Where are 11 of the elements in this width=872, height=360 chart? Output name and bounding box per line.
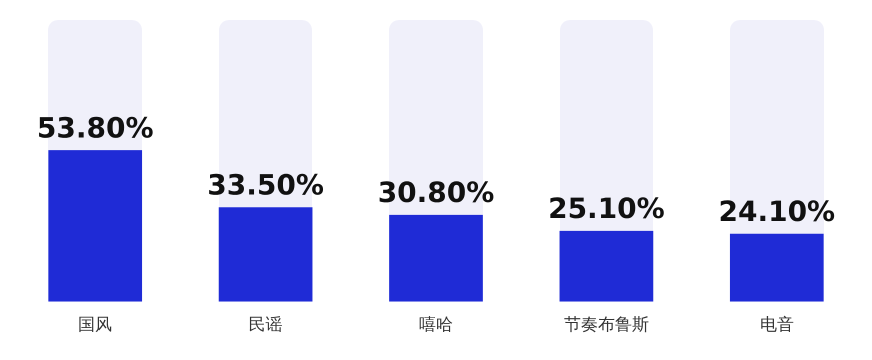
x-tick-label: 嘻哈 — [419, 315, 453, 336]
data-label: 53.80% — [36, 111, 154, 144]
data-label: 24.10% — [718, 195, 836, 228]
data-label: 30.80% — [378, 176, 494, 210]
data-label: 25.10% — [548, 192, 665, 226]
x-tick-label: 节奏布鲁斯 — [564, 315, 649, 336]
data-label: 33.50% — [207, 168, 324, 202]
bar — [730, 234, 824, 302]
x-tick-label: 民谣 — [248, 315, 283, 336]
x-tick-label: 电音 — [760, 315, 794, 336]
x-tick-label: 国风 — [78, 315, 112, 336]
